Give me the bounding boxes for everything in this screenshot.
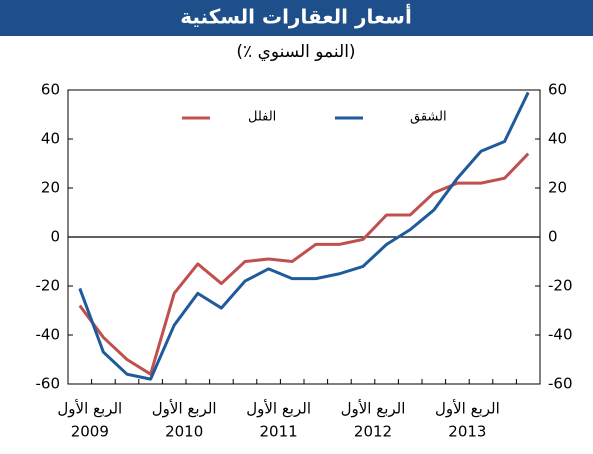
legend-label: الفلل (248, 110, 276, 125)
chart-title: أسعار العقارات السكنية (180, 3, 412, 29)
y2-tick-label: 0 (548, 228, 558, 246)
y-tick-label: 20 (41, 179, 60, 197)
series-line (78, 152, 530, 376)
y2-tick-label: 40 (548, 130, 567, 148)
y-tick-label: -20 (36, 277, 61, 295)
title-bar (0, 0, 593, 36)
y-tick-label: 40 (41, 130, 60, 148)
x-tick-label: الربع الأول (246, 399, 311, 418)
y-tick-label: -40 (36, 326, 61, 344)
y2-tick-label: -20 (548, 277, 573, 295)
legend-label: الشقق (410, 110, 447, 125)
y-tick-label: 0 (50, 228, 60, 246)
year-label: 2010 (165, 423, 203, 441)
x-tick-label: الربع الأول (57, 399, 122, 418)
year-label: 2012 (354, 423, 392, 441)
chart-subtitle: (النمو السنوي ٪) (236, 42, 355, 62)
y2-tick-label: -60 (548, 375, 573, 393)
x-tick-label: الربع الأول (341, 399, 406, 418)
y2-tick-label: -40 (548, 326, 573, 344)
y2-tick-label: 60 (548, 81, 567, 99)
x-tick-label: الربع الأول (152, 399, 217, 418)
year-label: 2013 (448, 423, 486, 441)
series-line (78, 91, 530, 381)
y-tick-label: -60 (36, 375, 61, 393)
y-tick-label: 60 (41, 81, 60, 99)
year-label: 2009 (71, 423, 109, 441)
x-tick-label: الربع الأول (435, 399, 500, 418)
year-label: 2011 (260, 423, 298, 441)
y2-tick-label: 20 (548, 179, 567, 197)
